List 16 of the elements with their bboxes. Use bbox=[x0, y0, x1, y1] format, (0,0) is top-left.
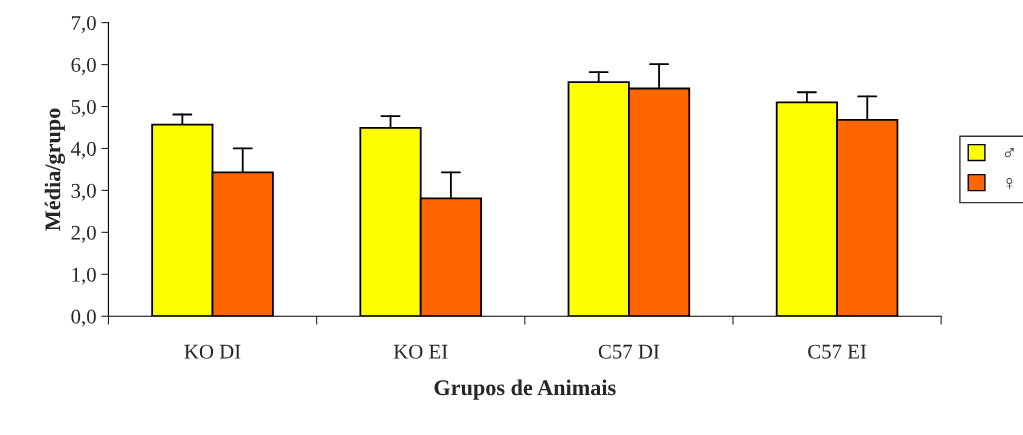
y-tick-label: 1,0 bbox=[72, 267, 96, 285]
y-tick-label: 5,0 bbox=[71, 99, 96, 117]
y-tick-label: 3,0 bbox=[71, 183, 96, 201]
y-tick-label: 4,0 bbox=[71, 141, 96, 159]
x-axis-title: Grupos de Animais bbox=[434, 379, 616, 400]
x-tick-label: C57 DI bbox=[598, 344, 660, 359]
x-tick-label: KO EI bbox=[393, 344, 448, 359]
x-tick-label: C57 EI bbox=[808, 344, 867, 359]
legend-label: ♀ bbox=[1006, 178, 1013, 190]
y-tick-label: 7,0 bbox=[71, 15, 96, 34]
y-tick-label: 2,0 bbox=[71, 225, 96, 243]
legend-label: ♂ bbox=[1005, 148, 1014, 158]
y-axis-title: Média/grupo bbox=[44, 108, 66, 231]
y-tick-label: 6,0 bbox=[71, 57, 96, 75]
y-tick-label: 0,0 bbox=[71, 309, 96, 327]
x-tick-label: KO DI bbox=[184, 344, 241, 359]
